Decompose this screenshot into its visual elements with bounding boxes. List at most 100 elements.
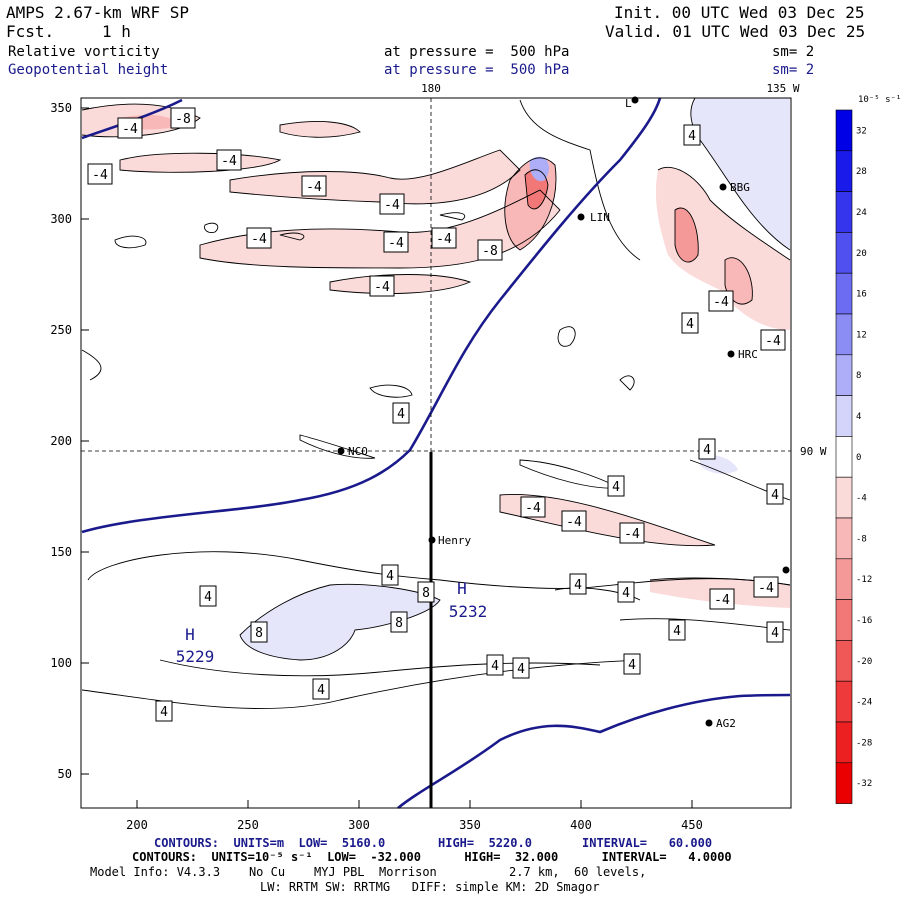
contour-label: -4: [379, 193, 405, 215]
contour-label: 8: [417, 581, 435, 603]
svg-text:-4: -4: [714, 593, 730, 608]
colorbar-swatch: [835, 191, 853, 233]
footer-vorticity-info: CONTOURS: UNITS=10⁻⁵ s⁻¹ LOW= -32.000 HI…: [132, 850, 732, 864]
colorbar-tick-label: -12: [856, 575, 872, 585]
contour-label: 4: [766, 483, 784, 505]
svg-text:8: 8: [255, 626, 263, 641]
svg-text:4: 4: [397, 407, 405, 422]
station-dot: [782, 566, 790, 574]
contour-label: -8: [170, 107, 196, 129]
svg-text:-4: -4: [765, 334, 781, 349]
svg-text:-4: -4: [388, 236, 404, 251]
axis-ticks: [81, 107, 693, 808]
station-dot: [428, 536, 436, 544]
colorbar-swatch: [835, 354, 853, 396]
contour-label: -4: [117, 117, 143, 139]
x-tick-label: 350: [459, 818, 481, 832]
contour-label: -4: [561, 510, 587, 532]
contour-label: 4: [381, 564, 399, 586]
colorbar-swatch: [835, 558, 853, 600]
colorbar-tick-label: 16: [856, 290, 867, 300]
contour-label: 4: [199, 585, 217, 607]
svg-text:4: 4: [160, 705, 168, 720]
colorbar-tick-label: 4: [856, 412, 861, 422]
colorbar-tick-label: -8: [856, 534, 867, 544]
y-tick-label: 200: [50, 434, 72, 448]
colorbar-tick-label: -28: [856, 738, 872, 748]
station-dot: [705, 719, 713, 727]
colorbar-swatch: [835, 680, 853, 723]
colorbar-swatch: [835, 762, 853, 804]
contour-label: -4: [87, 163, 113, 185]
y-tick-label: 150: [50, 545, 72, 559]
contour-label: 8: [250, 621, 268, 643]
colorbar-tick-label: 8: [856, 371, 861, 381]
field1-level: at pressure = 500 hPa: [384, 44, 570, 60]
contour-label: -4: [301, 175, 327, 197]
contour-label: 4: [512, 657, 530, 679]
contour-label: 4: [766, 621, 784, 643]
contour-label: 4: [607, 475, 625, 497]
colorbar-swatch: [835, 150, 853, 192]
contour-label: -4: [216, 149, 242, 171]
svg-text:-4: -4: [306, 180, 322, 195]
contour-label: -4: [753, 576, 779, 598]
svg-text:4: 4: [688, 129, 696, 144]
svg-text:4: 4: [612, 480, 620, 495]
station-label: AG2: [716, 717, 736, 730]
contour-label: -8: [477, 239, 503, 261]
lon-label-180: 180: [421, 82, 441, 95]
forecast-label: Fcst.: [6, 22, 55, 41]
svg-text:4: 4: [673, 624, 681, 639]
x-tick-label: 300: [348, 818, 370, 832]
svg-text:4: 4: [622, 586, 630, 601]
contour-label: -4: [708, 290, 734, 312]
svg-text:4: 4: [628, 658, 636, 673]
contour-label: 4: [683, 124, 701, 146]
contour-label: 4: [623, 653, 641, 675]
svg-text:4: 4: [771, 626, 779, 641]
high-centers: H 5229 H 5232: [176, 579, 488, 666]
colorbar-swatch: [835, 517, 853, 560]
svg-text:-8: -8: [482, 244, 498, 259]
contour-label: -4: [760, 329, 786, 351]
footer-height-high: HIGH= 5220.0: [438, 836, 532, 850]
y-tick-label: 100: [50, 656, 72, 670]
field2-name: Geopotential height: [8, 62, 169, 78]
svg-text:-4: -4: [374, 280, 390, 295]
colorbar-tick-label: 24: [856, 208, 867, 218]
model-title: AMPS 2.67-km WRF SP: [6, 3, 190, 22]
lon-label-90w: 90 W: [800, 445, 827, 458]
station-label: L: [625, 97, 632, 110]
colorbar-tick-label: -24: [856, 698, 872, 708]
contour-label: -4: [709, 588, 735, 610]
y-axis-labels: 350 300 250 200 150 100 50: [50, 101, 72, 781]
contour-label: -4: [431, 227, 457, 249]
contour-label: 4: [486, 654, 504, 676]
footer-height-info: CONTOURS: UNITS=m LOW= 5160.0: [154, 836, 386, 850]
high-value: 5232: [449, 602, 488, 621]
colorbar-swatch: [835, 395, 853, 437]
station-dot: [337, 447, 345, 455]
footer-height-interval: INTERVAL= 60.000: [582, 836, 713, 850]
colorbar-swatch: [835, 272, 853, 315]
colorbar-tick-label: -20: [856, 657, 872, 667]
field1-name: Relative vorticity: [8, 44, 160, 60]
valid-time: Valid. 01 UTC Wed 03 Dec 25: [605, 22, 866, 41]
station-label: Henry: [438, 534, 471, 547]
colorbar-swatch: [835, 436, 853, 478]
contour-label: 4: [681, 312, 699, 334]
y-tick-label: 250: [50, 323, 72, 337]
colorbar-tick-label: 12: [856, 330, 867, 340]
contour-label: 4: [312, 678, 330, 700]
svg-text:8: 8: [422, 586, 430, 601]
svg-text:-4: -4: [436, 232, 452, 247]
svg-text:4: 4: [686, 317, 694, 332]
svg-text:-4: -4: [525, 501, 541, 516]
field2-smooth: sm= 2: [772, 62, 815, 78]
colorbar-tick-label: 0: [856, 453, 861, 463]
colorbar: 10⁻⁵ s⁻¹ 32 28 24 20 16 12 8 4 0 -4 -8 -12 -16 -20 -24…: [835, 95, 900, 804]
colorbar-tick-label: 32: [856, 126, 867, 136]
colorbar-units: 10⁻⁵ s⁻¹: [858, 95, 900, 105]
